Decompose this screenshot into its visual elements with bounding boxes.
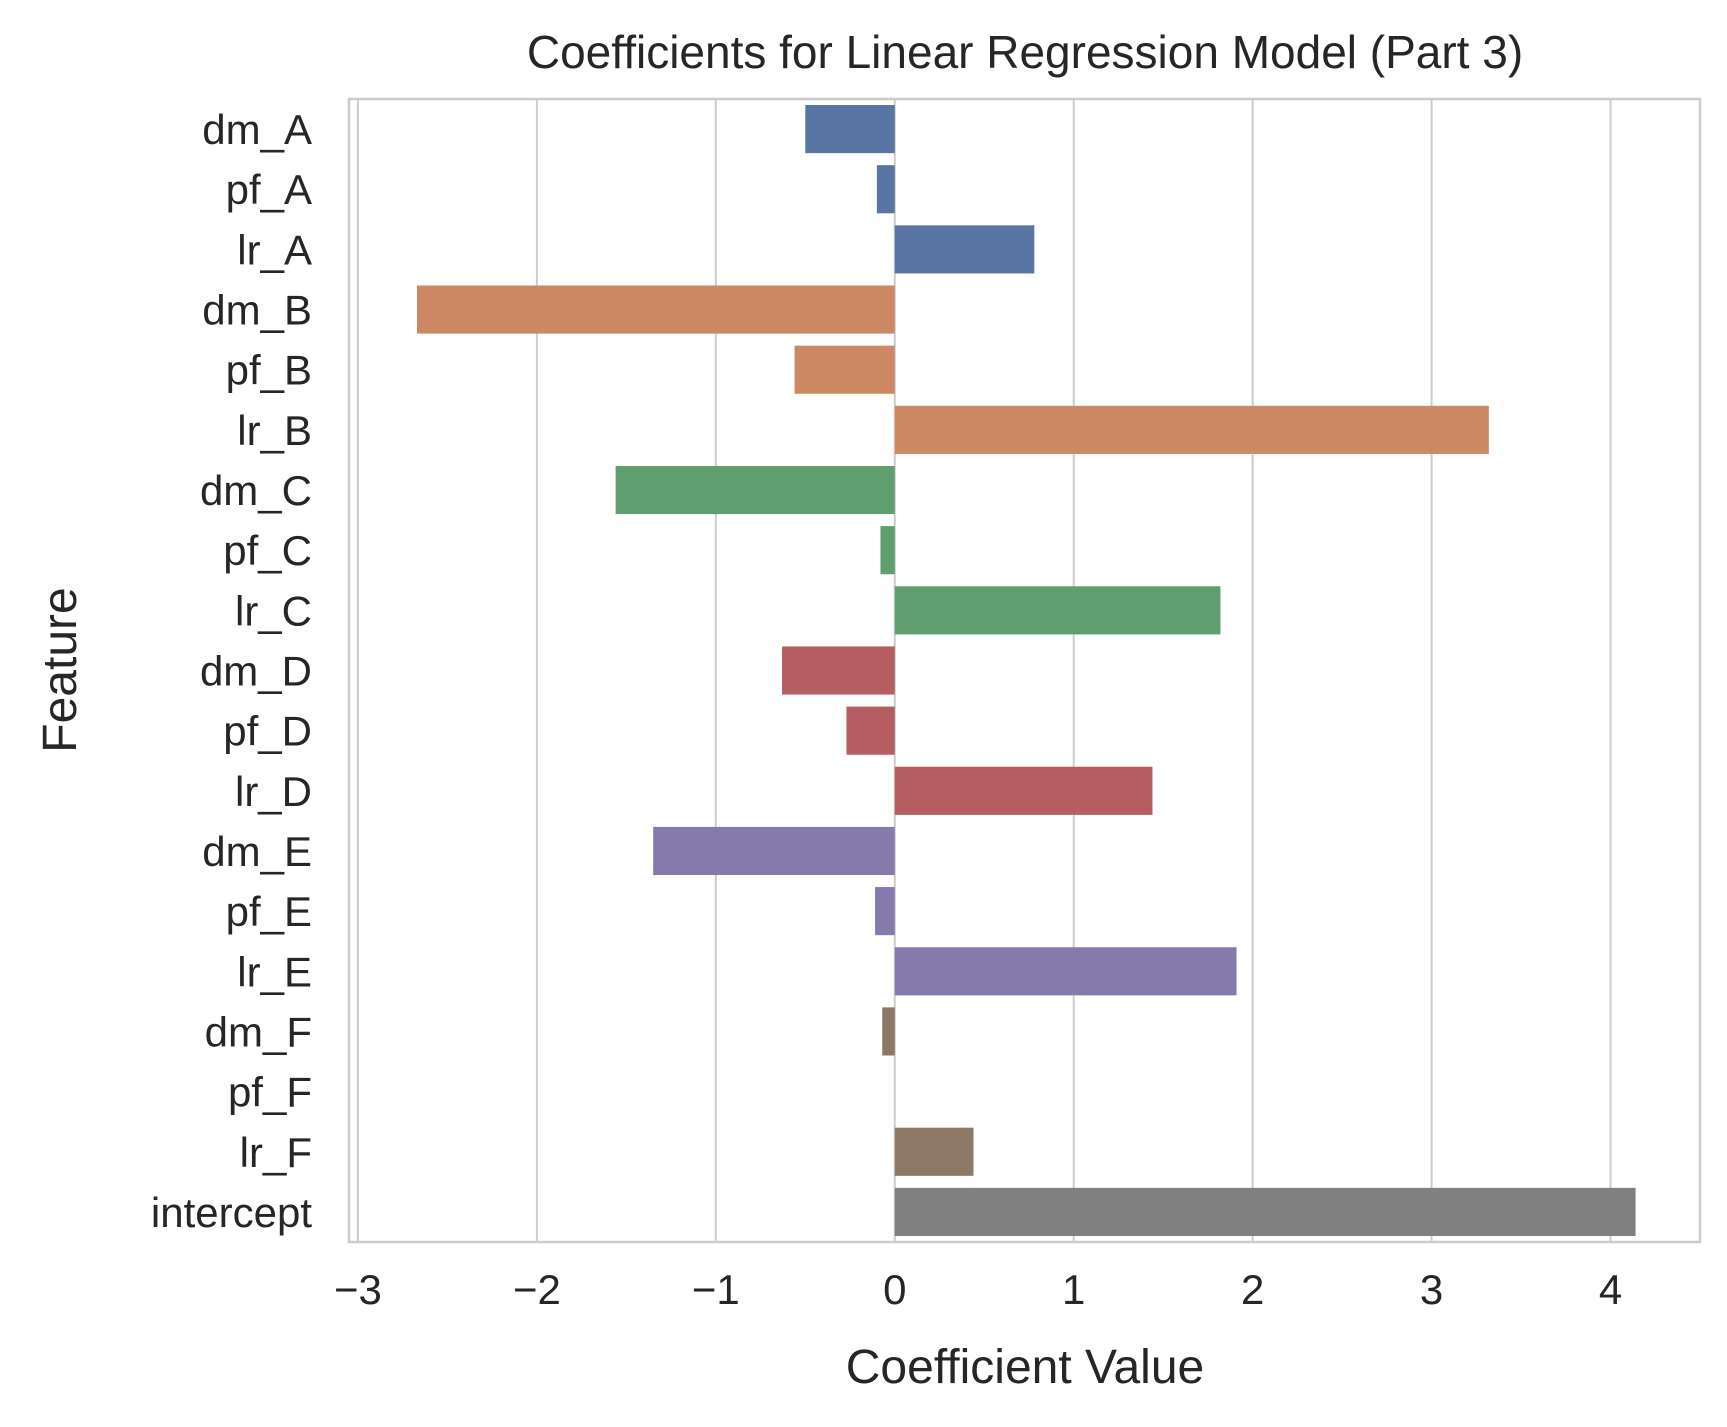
bars [416, 105, 1636, 1236]
y-tick-label: pf_D [223, 708, 312, 755]
x-axis-label: Coefficient Value [846, 1341, 1204, 1394]
x-tick-label: −2 [513, 1266, 561, 1313]
y-tick-label: intercept [151, 1189, 312, 1236]
x-tick-label: 2 [1241, 1266, 1264, 1313]
bar-pf-C [880, 526, 895, 575]
y-tick-label: pf_F [228, 1069, 312, 1116]
y-tick-label: pf_A [226, 166, 312, 213]
y-tick-label: dm_E [202, 828, 312, 875]
y-tick-label: lr_F [240, 1129, 312, 1176]
bar-pf-E [875, 887, 895, 936]
bar-dm-C [615, 465, 895, 515]
x-tick-label: −3 [334, 1266, 382, 1313]
y-tick-label: lr_C [235, 587, 312, 634]
y-tick-label: pf_E [226, 888, 312, 935]
chart-title: Coefficients for Linear Regression Model… [527, 26, 1523, 78]
y-tick-label: pf_C [223, 527, 312, 574]
bar-pf-B [794, 345, 895, 394]
bar-dm-F [882, 1007, 895, 1056]
y-tick-label: lr_A [237, 226, 312, 273]
x-tick-labels: −3 −2 −1 0 1 2 3 4 [334, 1266, 1622, 1313]
bar-dm-D [782, 646, 895, 695]
x-tick-label: 3 [1420, 1266, 1443, 1313]
x-tick-label: −1 [692, 1266, 740, 1313]
y-tick-label: dm_D [200, 648, 312, 695]
plot-area-frame [347, 97, 1702, 1244]
bar-lr-D [894, 766, 1153, 815]
x-tick-label: 1 [1062, 1266, 1085, 1313]
y-tick-label: lr_D [235, 768, 312, 815]
bar-lr-F [894, 1127, 974, 1176]
y-tick-labels: dm_A pf_A lr_A dm_B pf_B lr_B dm_C pf_C lr_C dm_D… [151, 106, 312, 1236]
bar-pf-A [876, 165, 895, 214]
y-tick-label: dm_F [205, 1008, 312, 1055]
x-tick-label: 4 [1599, 1266, 1622, 1313]
bar-dm-A [805, 105, 895, 154]
y-axis-label: Feature [34, 587, 87, 752]
bar-lr-A [894, 225, 1035, 274]
y-tick-label: dm_B [202, 287, 312, 334]
bar-dm-B [416, 285, 895, 334]
y-tick-label: pf_B [226, 347, 312, 394]
y-tick-label: dm_C [200, 467, 312, 514]
y-tick-label: dm_A [202, 106, 312, 153]
bar-lr-C [894, 586, 1221, 635]
bar-pf-D [846, 706, 895, 755]
x-tick-label: 0 [883, 1266, 906, 1313]
bar-lr-E [894, 947, 1237, 996]
bar-lr-B [894, 405, 1489, 454]
y-tick-label: lr_E [237, 948, 312, 995]
bar-dm-E [653, 826, 895, 876]
bar-intercept [894, 1187, 1636, 1236]
y-tick-label: lr_B [237, 407, 312, 454]
